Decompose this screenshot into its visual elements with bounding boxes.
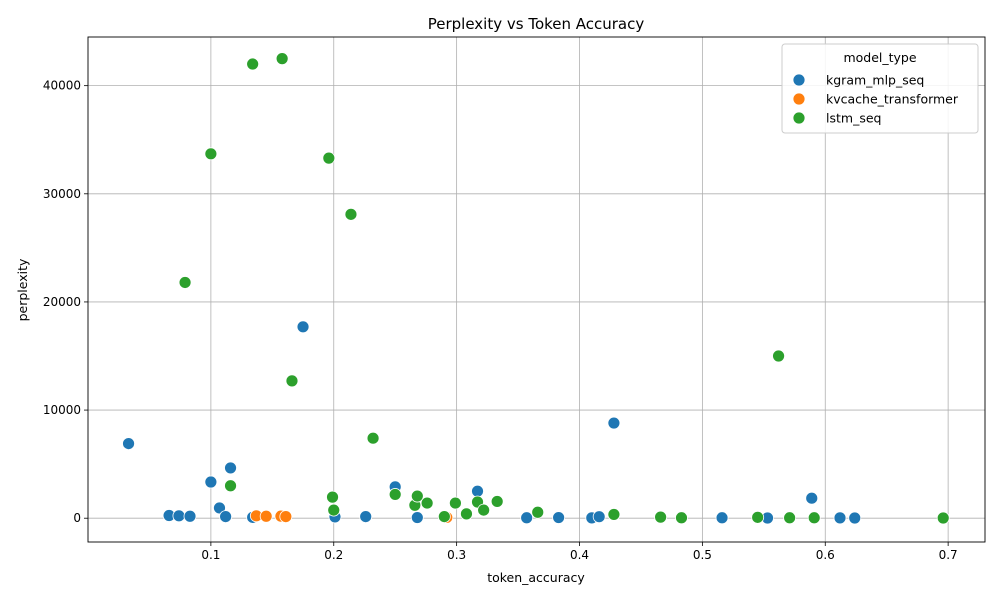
y-tick-label: 0: [73, 511, 81, 525]
x-tick-label: 0.4: [570, 548, 589, 562]
point-lstm-seq: [654, 510, 668, 524]
point-lstm-seq: [477, 503, 491, 517]
legend-label-kvcache-transformer: kvcache_transformer: [826, 92, 959, 107]
y-tick-label: 10000: [43, 403, 81, 417]
y-tick-label: 30000: [43, 187, 81, 201]
legend-marker-lstm-seq: [792, 111, 806, 125]
point-kvcache-transformer: [279, 510, 293, 523]
point-kgram-mlp-seq: [410, 511, 424, 524]
point-lstm-seq: [490, 495, 504, 508]
x-tick-label: 0.6: [816, 548, 835, 562]
point-lstm-seq: [807, 511, 821, 525]
point-lstm-seq: [178, 276, 192, 289]
point-lstm-seq: [275, 52, 289, 66]
y-tick-label: 20000: [43, 295, 81, 309]
legend: model_type kgram_mlp_seq kvcache_transfo…: [781, 43, 979, 134]
point-kvcache-transformer: [259, 509, 273, 523]
point-lstm-seq: [366, 431, 380, 445]
point-lstm-seq: [772, 349, 785, 363]
point-kgram-mlp-seq: [122, 437, 135, 450]
chart-title: Perplexity vs Token Accuracy: [428, 15, 645, 33]
point-lstm-seq: [437, 510, 451, 523]
x-tick-label: 0.2: [324, 548, 343, 562]
point-kgram-mlp-seq: [359, 510, 373, 523]
grid-lines: [88, 37, 985, 542]
point-lstm-seq: [783, 511, 797, 525]
point-lstm-seq: [449, 496, 462, 510]
y-tick-label: 40000: [43, 79, 81, 93]
point-kgram-mlp-seq: [471, 484, 484, 498]
point-lstm-seq: [410, 489, 424, 503]
point-lstm-seq: [326, 490, 339, 504]
point-kgram-mlp-seq: [715, 511, 729, 525]
x-tick-label: 0.7: [939, 548, 958, 562]
point-lstm-seq: [388, 488, 402, 501]
point-lstm-seq: [531, 505, 545, 519]
x-tick-label: 0.3: [447, 548, 466, 562]
point-lstm-seq: [322, 151, 336, 165]
point-lstm-seq: [285, 374, 299, 388]
x-tick-label: 0.5: [693, 548, 712, 562]
point-kgram-mlp-seq: [848, 511, 862, 525]
point-kgram-mlp-seq: [204, 475, 218, 489]
point-kgram-mlp-seq: [183, 509, 197, 523]
point-kgram-mlp-seq: [520, 511, 534, 525]
legend-marker-kgram-mlp-seq: [792, 73, 806, 87]
point-kgram-mlp-seq: [224, 461, 237, 475]
legend-label-lstm-seq: lstm_seq: [826, 111, 881, 126]
legend-title: model_type: [843, 50, 916, 65]
point-kgram-mlp-seq: [172, 509, 186, 523]
point-kgram-mlp-seq: [805, 491, 819, 505]
point-lstm-seq: [751, 510, 765, 524]
point-lstm-seq: [344, 207, 358, 221]
x-axis-label: token_accuracy: [487, 570, 585, 585]
point-lstm-seq: [327, 503, 341, 517]
legend-label-kgram-mlp-seq: kgram_mlp_seq: [826, 73, 924, 88]
point-kgram-mlp-seq: [833, 511, 847, 525]
point-kgram-mlp-seq: [607, 416, 621, 430]
point-lstm-seq: [246, 57, 260, 71]
point-kgram-mlp-seq: [219, 510, 233, 523]
legend-box: [781, 43, 979, 134]
point-lstm-seq: [224, 479, 237, 493]
legend-marker-kvcache-transformer: [792, 92, 806, 106]
axis-ticks: 0.1 0.2 0.3 0.4 0.5 0.6 0.7 0 10000 20000 30000 400…: [43, 79, 958, 562]
x-tick-label: 0.1: [201, 548, 220, 562]
point-lstm-seq: [420, 496, 434, 510]
point-lstm-seq: [460, 507, 473, 521]
point-lstm-seq: [675, 511, 688, 525]
point-kgram-mlp-seq: [592, 510, 606, 524]
point-lstm-seq: [607, 508, 621, 521]
point-kgram-mlp-seq: [213, 501, 226, 515]
point-lstm-seq: [204, 147, 218, 161]
point-kgram-mlp-seq: [552, 511, 566, 524]
y-axis-label: perplexity: [15, 258, 30, 321]
point-lstm-seq: [936, 511, 950, 525]
point-kgram-mlp-seq: [296, 320, 310, 334]
plot-area-frame: [87, 36, 986, 543]
data-points: [122, 52, 950, 525]
